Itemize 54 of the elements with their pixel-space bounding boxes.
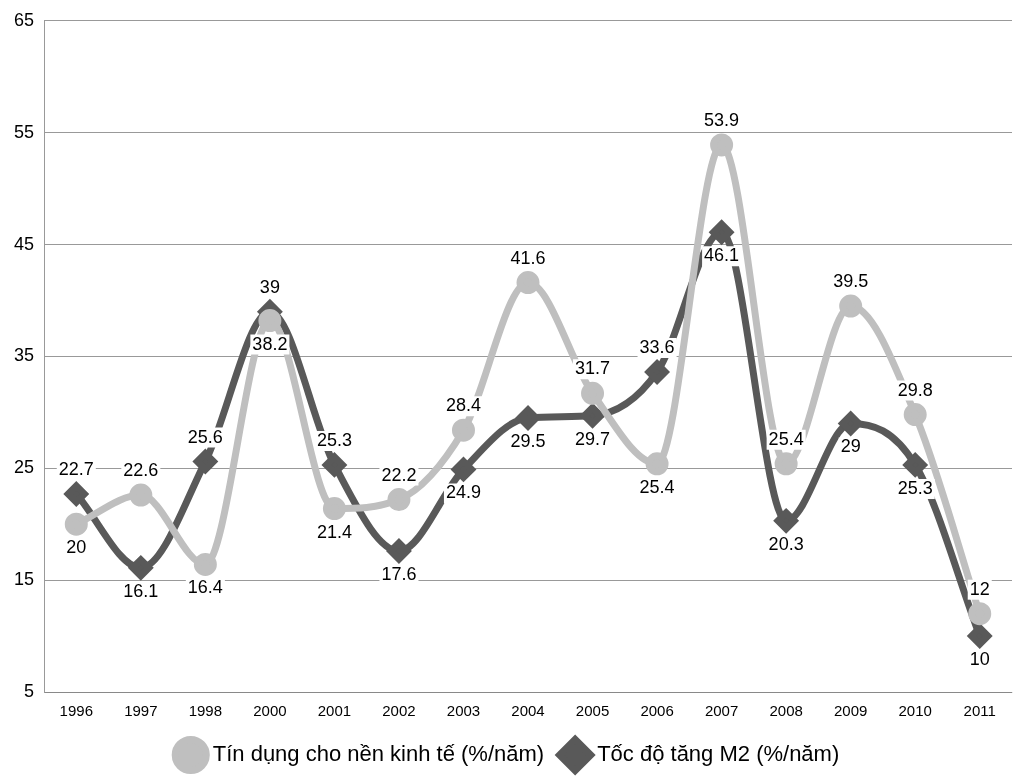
- data-label: 53.9: [704, 109, 740, 130]
- y-tick-label: 5: [24, 680, 35, 701]
- data-label: 25.6: [187, 426, 223, 447]
- data-label: 20.3: [768, 533, 804, 554]
- data-label: 10: [969, 649, 990, 670]
- data-label: 29.5: [510, 430, 546, 451]
- y-tick-label: 55: [13, 121, 35, 142]
- data-label: 28.4: [445, 395, 481, 416]
- data-label: 39.5: [833, 271, 869, 292]
- x-tick-label: 2005: [575, 702, 610, 720]
- y-tick-label: 25: [13, 457, 35, 478]
- data-label: 16.4: [187, 577, 223, 598]
- legend-label: Tín dụng cho nền kinh tế (%/năm): [212, 741, 545, 767]
- x-tick-label: 2006: [640, 702, 674, 720]
- data-label: 25.3: [316, 429, 352, 450]
- x-tick-label: 2002: [382, 702, 416, 720]
- x-tick-label: 2004: [511, 702, 545, 720]
- y-tick-label: 65: [13, 9, 35, 30]
- data-label: 29: [840, 436, 861, 457]
- data-label: 22.7: [58, 458, 94, 479]
- data-label: 20: [66, 537, 87, 558]
- x-tick-label: 1998: [188, 702, 223, 720]
- x-tick-label: 2009: [833, 702, 868, 720]
- data-label: 22.2: [381, 464, 417, 485]
- data-label: 16.1: [123, 580, 159, 601]
- data-label: 22.6: [123, 460, 159, 481]
- data-label: 25.4: [768, 428, 804, 449]
- x-tick-label: 2011: [963, 702, 996, 720]
- data-label: 21.4: [316, 521, 352, 542]
- data-label: 25.4: [639, 476, 675, 497]
- data-label: 46.1: [704, 245, 740, 266]
- legend-label: Tốc độ tăng M2 (%/năm): [597, 741, 840, 767]
- data-label: 29.7: [575, 428, 611, 449]
- x-tick-label: 2008: [769, 702, 803, 720]
- x-tick-label: 2001: [317, 702, 352, 720]
- y-tick-label: 35: [13, 345, 35, 366]
- y-tick-label: 45: [13, 233, 35, 254]
- x-tick-label: 2000: [253, 702, 287, 720]
- data-label: 39: [259, 276, 280, 297]
- data-label: 31.7: [575, 358, 611, 379]
- x-tick-label: 2007: [704, 702, 739, 720]
- data-label: 24.9: [445, 482, 481, 503]
- data-label: 25.3: [897, 477, 933, 498]
- data-label: 33.6: [639, 337, 675, 358]
- data-label: 29.8: [897, 379, 933, 400]
- data-label: 17.6: [381, 564, 417, 585]
- x-tick-label: 2010: [898, 702, 932, 720]
- data-label: 12: [969, 578, 990, 599]
- data-label: 41.6: [510, 247, 546, 268]
- x-tick-label: 2003: [446, 702, 481, 720]
- x-tick-label: 1996: [59, 702, 93, 720]
- data-label: 38.2: [252, 333, 288, 354]
- x-tick-label: 1997: [124, 702, 158, 720]
- y-tick-label: 15: [13, 569, 35, 590]
